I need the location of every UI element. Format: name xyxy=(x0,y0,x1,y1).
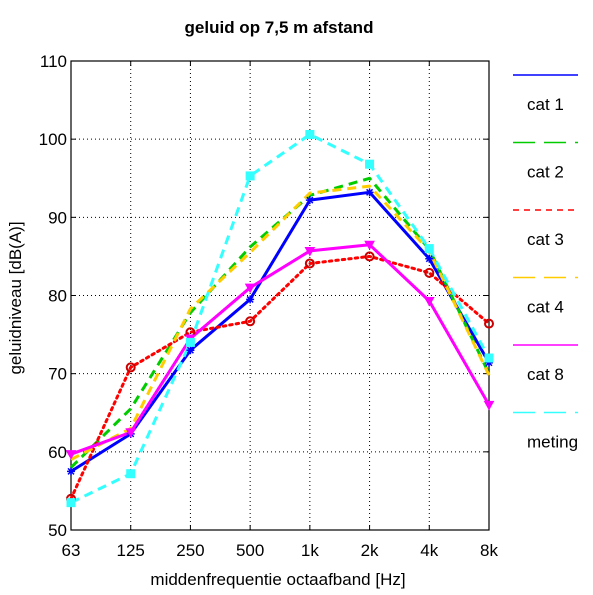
data-point-marker xyxy=(244,283,256,294)
data-point-marker xyxy=(304,246,316,257)
data-point-marker xyxy=(484,353,494,363)
y-tick-label: 90 xyxy=(48,208,67,227)
data-point-marker xyxy=(126,469,136,479)
data-point-marker xyxy=(424,267,435,278)
data-point-marker xyxy=(364,251,375,262)
y-tick-label: 110 xyxy=(40,52,67,71)
data-point-marker xyxy=(365,188,374,197)
y-tick-label: 70 xyxy=(48,365,67,384)
data-point-marker xyxy=(485,358,493,367)
legend-label: cat 8 xyxy=(527,365,564,384)
data-point-marker xyxy=(365,159,375,169)
data-point-marker xyxy=(125,362,136,373)
series-line xyxy=(70,190,491,473)
x-tick-label: 63 xyxy=(62,541,81,560)
legend-label: cat 1 xyxy=(527,95,564,114)
y-tick-label: 60 xyxy=(48,443,67,462)
x-tick-label: 125 xyxy=(117,541,145,560)
series-line xyxy=(70,184,491,461)
y-axis-label: geluidniveau [dB(A)] xyxy=(6,221,25,374)
data-point-marker xyxy=(125,428,137,438)
data-point-marker xyxy=(424,244,434,254)
axes xyxy=(70,60,490,531)
series-line xyxy=(69,254,491,501)
data-point-marker xyxy=(484,318,494,329)
data-point-marker xyxy=(364,240,375,251)
data-point-marker xyxy=(66,498,76,508)
x-tick-label: 4k xyxy=(420,541,438,560)
data-point-marker xyxy=(423,296,435,307)
y-tick-label: 100 xyxy=(39,130,67,149)
legend-label: cat 2 xyxy=(527,163,564,182)
data-point-marker xyxy=(246,295,255,304)
data-point-marker xyxy=(245,171,255,181)
y-tick-label: 80 xyxy=(48,287,67,306)
data-point-marker xyxy=(186,346,195,355)
legend: cat 1 cat 2 cat 3 cat 4 cat 8 meting xyxy=(513,74,578,452)
data-point-marker xyxy=(305,129,315,139)
legend-label: cat 4 xyxy=(527,298,564,317)
data-point-marker xyxy=(483,400,495,411)
data-point-marker xyxy=(425,254,434,263)
x-tick-label: 8k xyxy=(480,541,498,560)
x-tick-label: 1k xyxy=(301,541,319,560)
chart-title: geluid op 7,5 m afstand xyxy=(185,18,374,37)
x-tick-label: 500 xyxy=(236,541,264,560)
data-point-marker xyxy=(305,196,314,205)
legend-label: meting xyxy=(527,433,578,452)
data-point-marker xyxy=(67,467,75,476)
series-line xyxy=(70,243,491,456)
grid-lines xyxy=(71,61,489,530)
x-axis-label: middenfrequentie octaafband [Hz] xyxy=(150,570,405,589)
plot-lines xyxy=(69,133,491,504)
data-point-marker xyxy=(304,258,315,269)
x-tick-label: 250 xyxy=(176,541,204,560)
data-point-marker xyxy=(245,316,256,327)
data-point-marker xyxy=(185,337,195,347)
plot-markers xyxy=(65,129,495,508)
data-point-marker xyxy=(65,450,77,460)
legend-label: cat 3 xyxy=(527,230,564,249)
series-line xyxy=(70,133,491,504)
y-tick-label: 50 xyxy=(48,521,67,540)
x-tick-label: 2k xyxy=(361,541,379,560)
tick-labels: 50 60 70 80 90 100 110 63 125 250 500 1k 2k 4k 8k xyxy=(39,52,499,560)
